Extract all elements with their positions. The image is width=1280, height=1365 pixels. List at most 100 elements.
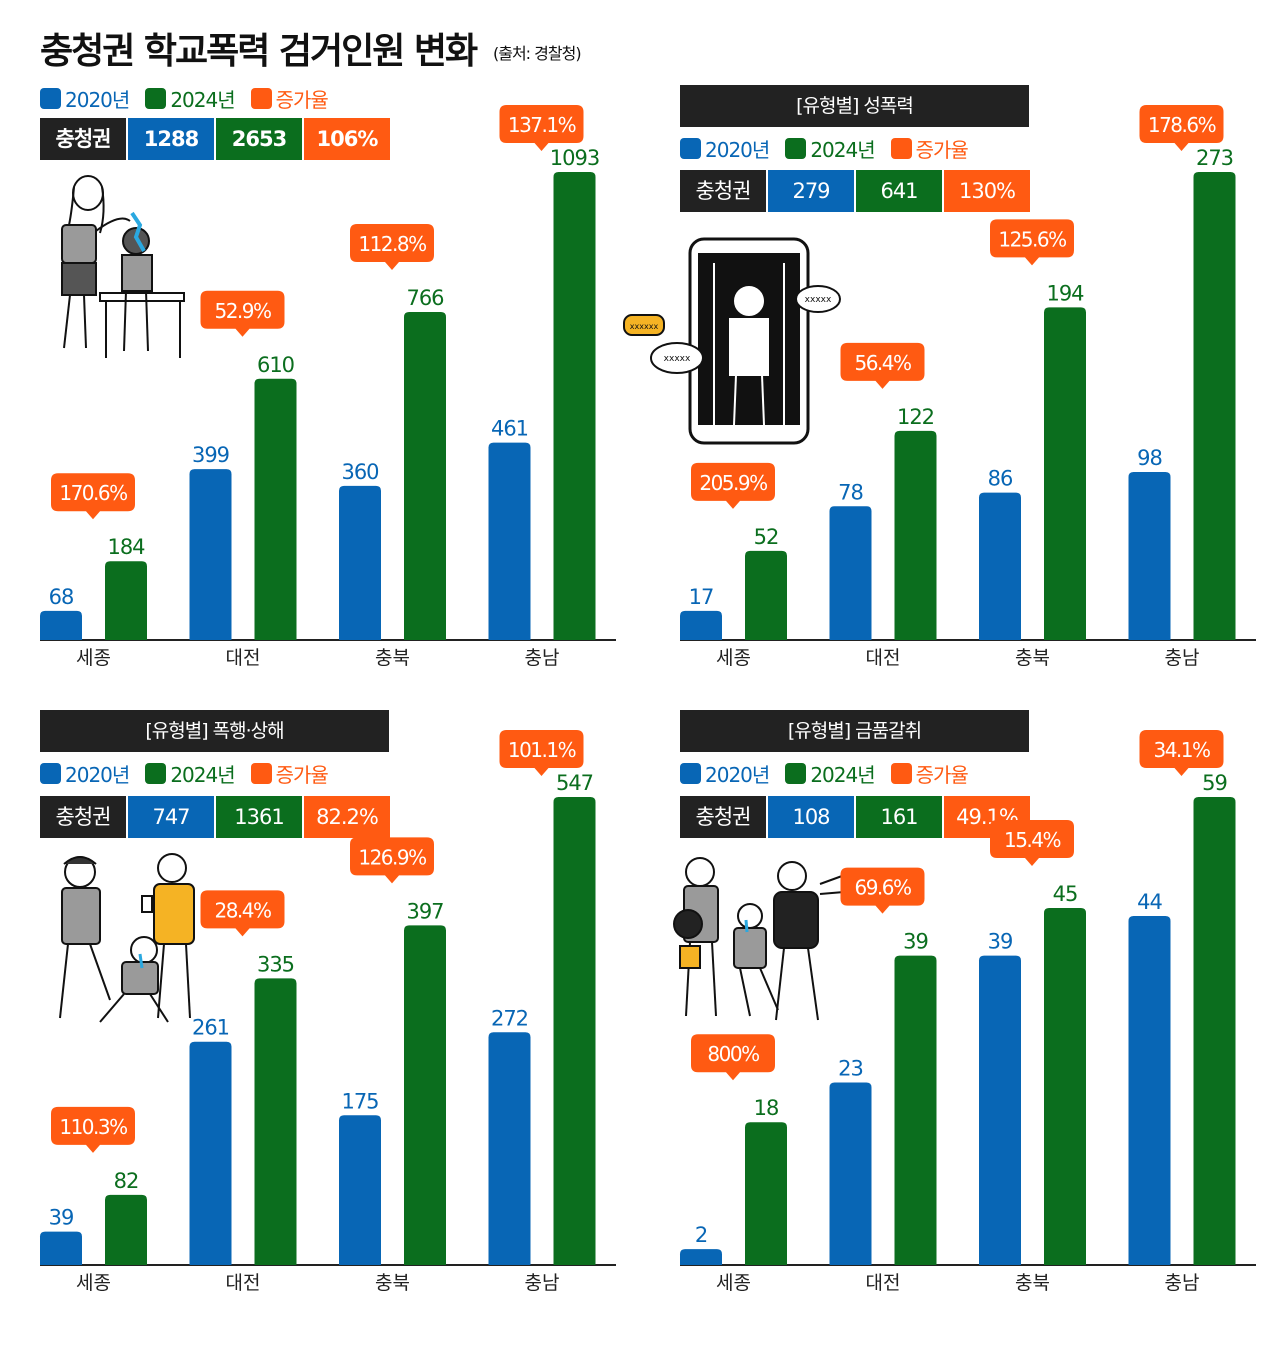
value-label-2020: 175 <box>341 1089 378 1113</box>
legend-swatch-2020 <box>40 87 61 109</box>
rate-label: 28.4% <box>214 898 271 922</box>
legend-label-rate: 증가율 <box>915 137 969 162</box>
legend: 2020년 2024년 증가율 <box>40 84 344 113</box>
summary-region: 충청권 <box>680 796 766 838</box>
summary-2020: 108 <box>768 796 854 838</box>
chart-panel-sexual-violence: [유형별] 성폭력 2020년 2024년 증가율 충청권 279 641 13… <box>623 85 1280 725</box>
value-label-2024: 45 <box>1053 882 1078 906</box>
legend-item-2024: 2024년 <box>145 759 236 788</box>
chart-sexual-violence: 17 52 세종 205.9% 78 122 대전 56.4% 86 194 충북 125.6% 98 2… <box>680 105 1256 669</box>
rate-label: 205.9% <box>699 471 767 495</box>
summary-row: 충청권 747 1361 82.2% <box>40 796 392 838</box>
rate-bubble <box>1139 105 1224 151</box>
legend-label-2020: 2020년 <box>65 87 130 112</box>
bar-2024 <box>553 172 596 640</box>
category-label: 충북 <box>375 647 410 669</box>
summary-2024: 641 <box>856 170 942 212</box>
assault-illustration <box>59 853 195 1023</box>
bar-2020 <box>40 1231 82 1265</box>
bar-2024 <box>745 1122 787 1265</box>
bar-2024 <box>745 550 787 640</box>
legend-swatch-2024 <box>785 137 807 159</box>
rate-bubble <box>1139 730 1224 776</box>
value-label-2024: 335 <box>257 952 294 976</box>
value-label-2024: 59 <box>1202 771 1227 795</box>
bar-2024 <box>894 430 937 640</box>
bar-2020 <box>979 955 1021 1265</box>
rate-bubble <box>350 224 434 271</box>
value-label-2020: 261 <box>192 1016 229 1040</box>
value-label-2020: 2 <box>695 1223 707 1247</box>
legend-swatch-rate <box>890 137 912 159</box>
bar-2024 <box>254 978 297 1265</box>
bubble-text-3: xxxxx <box>805 295 832 305</box>
bar-2020 <box>339 1115 381 1265</box>
category-label: 세종 <box>716 1272 751 1294</box>
legend-label-2020: 2020년 <box>705 762 770 787</box>
bar-2020 <box>189 1041 232 1265</box>
phone-illustration: xxxxxx xxxxx xxxxx <box>623 237 841 445</box>
value-label-2024: 194 <box>1046 281 1084 305</box>
bar-2020 <box>339 485 381 640</box>
category-label: 충북 <box>1015 1272 1050 1294</box>
chart-panel-total: 2020년 2024년 증가율 충청권 1288 2653 106% 6 <box>40 85 640 725</box>
rate-bubble <box>499 730 584 776</box>
summary-2024: 1361 <box>216 796 302 838</box>
value-label-2020: 360 <box>341 460 378 484</box>
value-label-2024: 184 <box>107 535 145 559</box>
value-label-2020: 98 <box>1137 446 1162 470</box>
summary-row: 충청권 108 161 49.1% <box>680 796 1032 838</box>
legend: 2020년 2024년 증가율 <box>40 759 344 788</box>
legend-label-2024: 2024년 <box>170 87 235 112</box>
bar-2020 <box>488 1032 531 1265</box>
value-label-2020: 39 <box>49 1206 74 1230</box>
rate-bubble <box>499 105 584 151</box>
rate-label: 178.6% <box>1148 113 1216 137</box>
summary-2020: 279 <box>768 170 854 212</box>
value-label-2024: 547 <box>556 771 593 795</box>
bullying-illustration <box>61 175 185 358</box>
legend-item-2020: 2020년 <box>40 759 130 788</box>
bar-2024 <box>1044 307 1086 640</box>
bar-2020 <box>1128 472 1171 640</box>
rate-label: 137.1% <box>508 113 576 137</box>
legend-label-2024: 2024년 <box>810 137 875 162</box>
summary-region: 충청권 <box>680 170 766 212</box>
panel-title: [유형별] 폭행·상해 <box>40 710 389 752</box>
bar-2024 <box>254 378 297 640</box>
legend-label-2024: 2024년 <box>810 762 875 787</box>
rate-label: 34.1% <box>1153 738 1210 762</box>
legend-label-rate: 증가율 <box>275 87 329 112</box>
legend-swatch-2020 <box>680 137 701 159</box>
chart-panel-assault: [유형별] 폭행·상해 2020년 2024년 증가율 충청권 747 1361… <box>40 710 640 1350</box>
summary-region: 충청권 <box>40 118 126 160</box>
category-label: 세종 <box>716 647 751 669</box>
bar-2024 <box>1193 172 1236 640</box>
rate-bubble <box>691 1034 775 1081</box>
bar-2024 <box>1044 908 1086 1265</box>
panel-title: [유형별] 금품갈취 <box>680 710 1029 752</box>
rate-label: 52.9% <box>214 299 271 323</box>
summary-2020: 1288 <box>128 118 214 160</box>
rate-label: 69.6% <box>854 876 911 900</box>
legend-swatch-2024 <box>145 762 167 784</box>
rate-bubble <box>990 219 1074 266</box>
bar-2020 <box>979 492 1021 640</box>
category-label: 충북 <box>375 1272 410 1294</box>
bar-2020 <box>189 469 232 640</box>
rate-bubble <box>840 342 925 389</box>
summary-rate: 130% <box>944 170 1030 212</box>
category-label: 충남 <box>525 1272 560 1294</box>
bar-2020 <box>680 610 722 640</box>
bubble-text-1: xxxxxx <box>630 322 659 331</box>
rate-bubble <box>990 820 1074 867</box>
chart-assault: 39 82 세종 110.3% 261 335 대전 28.4% 175 397 충북 126.9% 2… <box>40 730 616 1294</box>
legend: 2020년 2024년 증가율 <box>680 135 984 162</box>
value-label-2020: 68 <box>49 585 74 609</box>
summary-rate: 49.1% <box>944 796 1030 838</box>
source-note: (출처: 경찰청) <box>493 44 582 63</box>
category-label: 세종 <box>76 1272 111 1294</box>
category-label: 대전 <box>866 1272 901 1294</box>
category-label: 대전 <box>226 647 261 669</box>
legend-item-2024: 2024년 <box>145 84 236 113</box>
